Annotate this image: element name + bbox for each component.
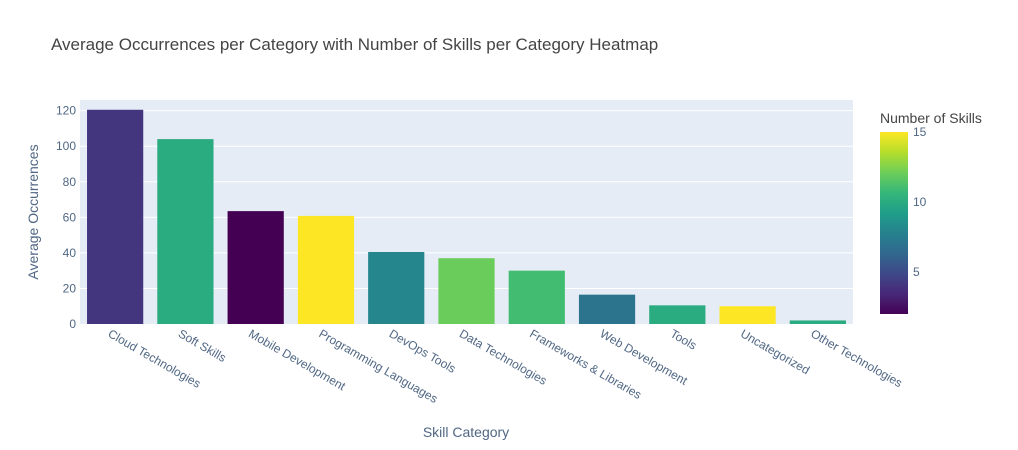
x-tick-label: Uncategorized — [738, 326, 812, 377]
bar-tools — [649, 305, 706, 324]
x-tick-label: Programming Languages — [316, 326, 440, 405]
colorbar-tick-label: 15 — [913, 125, 927, 139]
y-tick-label: 120 — [56, 104, 76, 118]
colorbar-ticks: 5 10 15 — [913, 125, 927, 279]
y-tick-label: 60 — [63, 210, 77, 224]
colorbar-title: Number of Skills — [880, 110, 982, 126]
x-tick-label: Soft Skills — [176, 326, 229, 364]
bar-frameworks-libraries — [508, 270, 565, 324]
y-tick-label: 100 — [56, 139, 76, 153]
x-tick-label: Tools — [668, 326, 699, 352]
colorbar-tick-label: 10 — [913, 195, 927, 209]
x-tick-label: Other Technologies — [808, 326, 904, 390]
y-axis-ticks: 0 20 40 60 80 100 120 — [56, 104, 76, 331]
colorbar-gradient — [880, 132, 908, 314]
bars — [87, 109, 846, 325]
y-tick-label: 40 — [63, 246, 77, 260]
chart-title: Average Occurrences per Category with Nu… — [51, 35, 658, 54]
bar-web-development — [578, 294, 636, 324]
bar-data-technologies — [438, 258, 495, 324]
colorbar: Number of Skills 5 10 15 — [880, 110, 982, 314]
bar-uncategorized — [719, 306, 776, 324]
bar-devops-tools — [368, 252, 425, 324]
y-tick-label: 80 — [63, 175, 77, 189]
bar-cloud-technologies — [87, 109, 144, 325]
x-axis-label: Skill Category — [423, 424, 509, 440]
bar-programming-languages — [297, 215, 355, 324]
colorbar-tick-label: 5 — [913, 265, 920, 279]
y-tick-label: 20 — [63, 281, 77, 295]
x-tick-label: Frameworks & Libraries — [527, 326, 644, 401]
bar-mobile-development — [227, 211, 284, 324]
y-tick-label: 0 — [69, 317, 76, 331]
bar-soft-skills — [157, 139, 214, 324]
bar-other-technologies — [789, 320, 846, 324]
y-axis-label: Average Occurrences — [25, 144, 41, 279]
